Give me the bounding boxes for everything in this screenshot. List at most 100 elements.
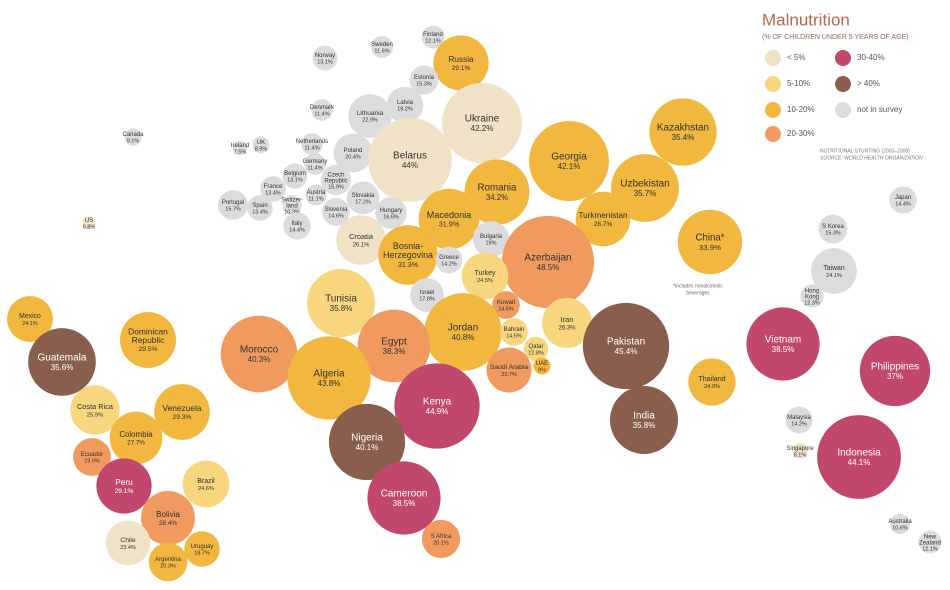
- value-label: 29.3%: [173, 414, 192, 421]
- bubble: [306, 268, 376, 338]
- country-name: Dominican Republic: [128, 327, 168, 345]
- value-label: 48.5%: [537, 263, 560, 272]
- value-label: 20.3%: [160, 563, 176, 569]
- legend-label: < 5%: [787, 53, 805, 62]
- bubble: [336, 215, 386, 265]
- value-label: 25.9%: [87, 412, 104, 418]
- country-name: Latvia: [397, 100, 414, 106]
- country-name: Argentina: [155, 557, 181, 563]
- bubble: [282, 163, 308, 189]
- bubble: [218, 190, 248, 220]
- value-label: 29.1%: [452, 65, 471, 72]
- bubble: [370, 35, 394, 59]
- country-name: Estonia: [414, 75, 435, 81]
- bubble: [792, 443, 808, 459]
- value-label: 12.1%: [425, 38, 441, 44]
- country-name: Bulgaria: [480, 234, 503, 240]
- value-label: 26.3%: [559, 325, 577, 331]
- bubble: [746, 307, 820, 381]
- value-label: 11.4%: [314, 111, 329, 117]
- country-name: Spain: [252, 203, 267, 209]
- country-name: S Korea: [822, 224, 844, 230]
- bubble: [348, 94, 392, 138]
- bubble: [301, 133, 323, 155]
- bubble: [247, 195, 273, 221]
- value-label: 40.3%: [248, 355, 271, 364]
- country-name: Slovenia: [324, 207, 348, 213]
- country-name: S Africa: [431, 534, 452, 540]
- value-label: 24.9%: [704, 384, 720, 390]
- value-label: 31.3%: [398, 261, 419, 269]
- value-label: 13.4%: [252, 209, 268, 215]
- value-label: 28.4%: [159, 520, 178, 527]
- bubble: [375, 197, 407, 229]
- value-label: 24.1%: [826, 273, 842, 279]
- bubble: [435, 246, 463, 274]
- country-name: France: [264, 184, 283, 190]
- country-name: Nigeria: [351, 433, 383, 444]
- legend-swatch: [765, 76, 781, 92]
- bubble: [529, 121, 609, 201]
- value-label: 22.9%: [362, 118, 378, 124]
- value-label: 44%: [402, 161, 418, 170]
- bubble: [124, 128, 142, 146]
- country-name: Belgium: [284, 171, 306, 177]
- bubble: [492, 291, 520, 319]
- country-name: Bosnia-Herzegovina: [383, 241, 433, 260]
- source-line: NUTRITIONAL STUNTING (2003–2008): [820, 148, 910, 154]
- country-name: Tunisia: [325, 294, 357, 305]
- value-label: 16.6%: [383, 214, 399, 220]
- country-name: Guatemala: [38, 353, 87, 364]
- country-name: Ireland: [231, 143, 249, 149]
- bubble: [322, 198, 350, 226]
- source-line: SOURCE: WORLD HEALTH ORGANIZATION: [820, 155, 923, 161]
- bubble: [96, 458, 152, 514]
- country-name: Kenya: [423, 397, 452, 408]
- country-name: Malaysia: [787, 415, 811, 421]
- value-label: 37%: [887, 372, 903, 381]
- country-name: Indonesia: [837, 448, 881, 459]
- bubble: [320, 164, 352, 196]
- value-label: 40.1%: [356, 443, 379, 452]
- value-label: 35.8%: [633, 421, 656, 430]
- value-label: 38.3%: [383, 347, 406, 356]
- value-label: 17.8%: [419, 296, 435, 302]
- country-name: Thailand: [698, 375, 725, 383]
- value-label: 40.8%: [452, 333, 475, 342]
- bubble: [859, 335, 931, 407]
- legend-label: not in survey: [857, 105, 902, 114]
- bubble: [889, 186, 917, 214]
- value-label: 15.3%: [825, 230, 841, 236]
- country-name: Uruguay: [191, 544, 214, 550]
- bubble: [533, 357, 551, 375]
- country-name: Bolivia: [156, 510, 180, 519]
- value-label: 14.5%: [506, 333, 522, 339]
- country-name: US: [85, 218, 93, 224]
- country-name: Venezuela: [163, 403, 202, 413]
- country-name: Singapore: [786, 446, 814, 452]
- bubble: [421, 519, 461, 559]
- country-name: Egypt: [381, 337, 407, 348]
- country-name: Uzbekistan: [620, 179, 669, 190]
- legend-swatch: [765, 102, 781, 118]
- bubble: [368, 118, 452, 202]
- country-name: Georgia: [551, 152, 587, 163]
- country-name: Morocco: [240, 345, 279, 356]
- country-name: Slovakia: [352, 193, 375, 199]
- country-name: China*: [696, 233, 725, 244]
- bubble: [141, 491, 195, 545]
- legend-label: 10-20%: [787, 105, 815, 114]
- country-name: Cameroon: [381, 489, 428, 500]
- country-name: UAE: [536, 361, 548, 367]
- value-label: 42.1%: [558, 162, 581, 171]
- bubble: [817, 415, 901, 499]
- value-label: 43.8%: [318, 379, 341, 388]
- country-name: Algeria: [313, 369, 345, 380]
- country-name: Chile: [120, 537, 135, 544]
- country-name: Netherlands: [296, 139, 328, 145]
- bubble: [105, 520, 151, 566]
- value-label: 23.7%: [501, 372, 517, 378]
- footnote: beverages: [686, 290, 710, 296]
- country-name: Germany: [303, 159, 328, 165]
- legend-label: 30-40%: [857, 53, 885, 62]
